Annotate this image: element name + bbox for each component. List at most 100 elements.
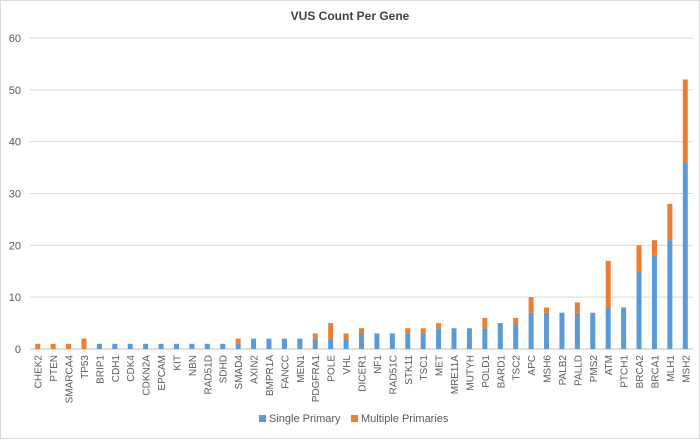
bar-single-primary-brca2 [636,271,642,349]
y-tick-label: 30 [9,189,21,201]
bar-single-primary-fancc [281,338,287,349]
bar-multiple-primaries-brca1 [651,240,657,256]
x-tick-label: PDGFRA1 [311,355,322,403]
x-tick-label: BARD1 [496,355,507,389]
bar-single-primary-smad4 [235,343,241,349]
chart-title: VUS Count Per Gene [291,9,410,23]
x-tick-label: SMAD4 [234,355,245,390]
bar-multiple-primaries-stk11 [405,328,411,334]
x-tick-label: AXIN2 [250,355,261,384]
bar-single-primary-ptch1 [621,307,627,349]
x-tick-label: BMPR1A [265,355,276,396]
x-tick-label: SDHD [219,355,230,383]
bar-single-primary-epcam [158,343,164,349]
bar-single-primary-bmpr1a [266,338,272,349]
x-tick-label: NF1 [373,355,384,374]
bars [35,79,688,349]
x-tick-label: PTEN [49,355,60,382]
x-tick-label: CDK4 [126,355,137,382]
x-tick-label: PALLD [573,355,584,386]
x-tick-label: MEN1 [296,355,307,383]
bar-multiple-primaries-pdgfra1 [312,333,318,339]
bar-multiple-primaries-atm [605,260,611,308]
bar-multiple-primaries-dicer1 [359,328,364,334]
x-tick-label: VHL [342,355,353,375]
bar-multiple-primaries-pold1 [482,317,488,329]
x-tick-label: EPCAM [157,355,168,391]
bar-multiple-primaries-msh2 [682,79,688,163]
x-tick-label: TSC1 [419,355,430,381]
y-tick-label: 40 [9,137,21,149]
bar-single-primary-nbn [189,343,195,349]
x-tick-label: KIT [172,355,183,371]
x-tick-label: SMARCA4 [65,355,76,404]
x-tick-label: BRCA2 [635,355,646,389]
bar-single-primary-axin2 [251,338,257,349]
x-tick-label: MSH6 [543,355,554,383]
x-tick-label: POLD1 [481,355,492,388]
bar-single-primary-tsc1 [420,333,426,349]
bar-single-primary-mre11a [451,328,457,349]
bar-multiple-primaries-vhl [343,333,349,339]
x-tick-label: PMS2 [589,355,600,383]
x-tick-label: NBN [188,355,199,376]
bar-single-primary-men1 [297,338,303,349]
x-tick-label: PTCH1 [620,355,631,388]
bar-single-primary-mlh1 [667,240,673,349]
y-tick-label: 50 [9,85,21,97]
bar-single-primary-palld [574,312,580,349]
bar-single-primary-sdhd [220,343,226,349]
bar-multiple-primaries-tsc1 [420,328,426,334]
bar-single-primary-nf1 [374,333,380,349]
bar-single-primary-vhl [343,338,349,349]
bar-single-primary-dicer1 [359,333,364,349]
x-tick-label: APC [527,355,538,376]
legend-swatch [259,415,266,422]
y-tick-label: 60 [9,33,21,45]
bar-single-primary-rad51d [204,343,210,349]
bar-single-primary-msh6 [544,312,550,349]
bar-multiple-primaries-msh6 [544,307,550,313]
y-tick-label: 10 [9,292,21,304]
bar-multiple-primaries-tp53 [81,338,87,349]
x-tick-label: MSH2 [681,355,692,383]
bar-single-primary-pold1 [482,328,488,349]
x-tick-label: MUTYH [465,355,476,391]
x-tick-label: POLE [327,355,338,382]
bar-multiple-primaries-tsc2 [513,317,519,324]
x-tick-label: CDKN2A [142,355,153,396]
x-tick-label: TP53 [80,355,91,379]
bar-single-primary-kit [173,343,179,349]
x-tick-label: PALB2 [558,355,569,386]
bar-single-primary-palb2 [559,312,565,349]
gridlines [30,37,693,298]
bar-single-primary-stk11 [405,333,411,349]
legend-label: Multiple Primaries [361,413,449,425]
x-tick-label: BRCA1 [650,355,661,389]
legend-swatch [351,415,358,422]
x-tick-label: TSC2 [512,355,523,381]
bar-single-primary-apc [528,312,534,349]
bar-single-primary-met [436,328,442,349]
x-tick-label: ATM [604,355,615,375]
x-tick-label: BRIP1 [95,355,106,384]
bar-multiple-primaries-smarca4 [66,343,72,349]
bar-multiple-primaries-apc [528,297,534,313]
bar-single-primary-pms2 [590,312,596,349]
bar-single-primary-bard1 [497,323,503,349]
y-tick-label: 20 [9,240,21,252]
bar-single-primary-tsc2 [513,323,519,349]
bar-multiple-primaries-palld [574,302,580,313]
x-tick-label: STK11 [404,355,415,385]
bar-multiple-primaries-chek2 [35,343,41,349]
legend-label: Single Primary [269,413,341,425]
bar-single-primary-cdkn2a [143,343,149,349]
x-tick-label: DICER1 [358,355,369,392]
bar-single-primary-brip1 [96,343,102,349]
bar-multiple-primaries-pten [50,343,56,349]
x-tick-label: RAD51D [203,355,214,394]
x-tick-label: MRE11A [450,355,461,395]
bar-multiple-primaries-pole [328,323,334,339]
x-tick-label: FANCC [280,355,291,389]
